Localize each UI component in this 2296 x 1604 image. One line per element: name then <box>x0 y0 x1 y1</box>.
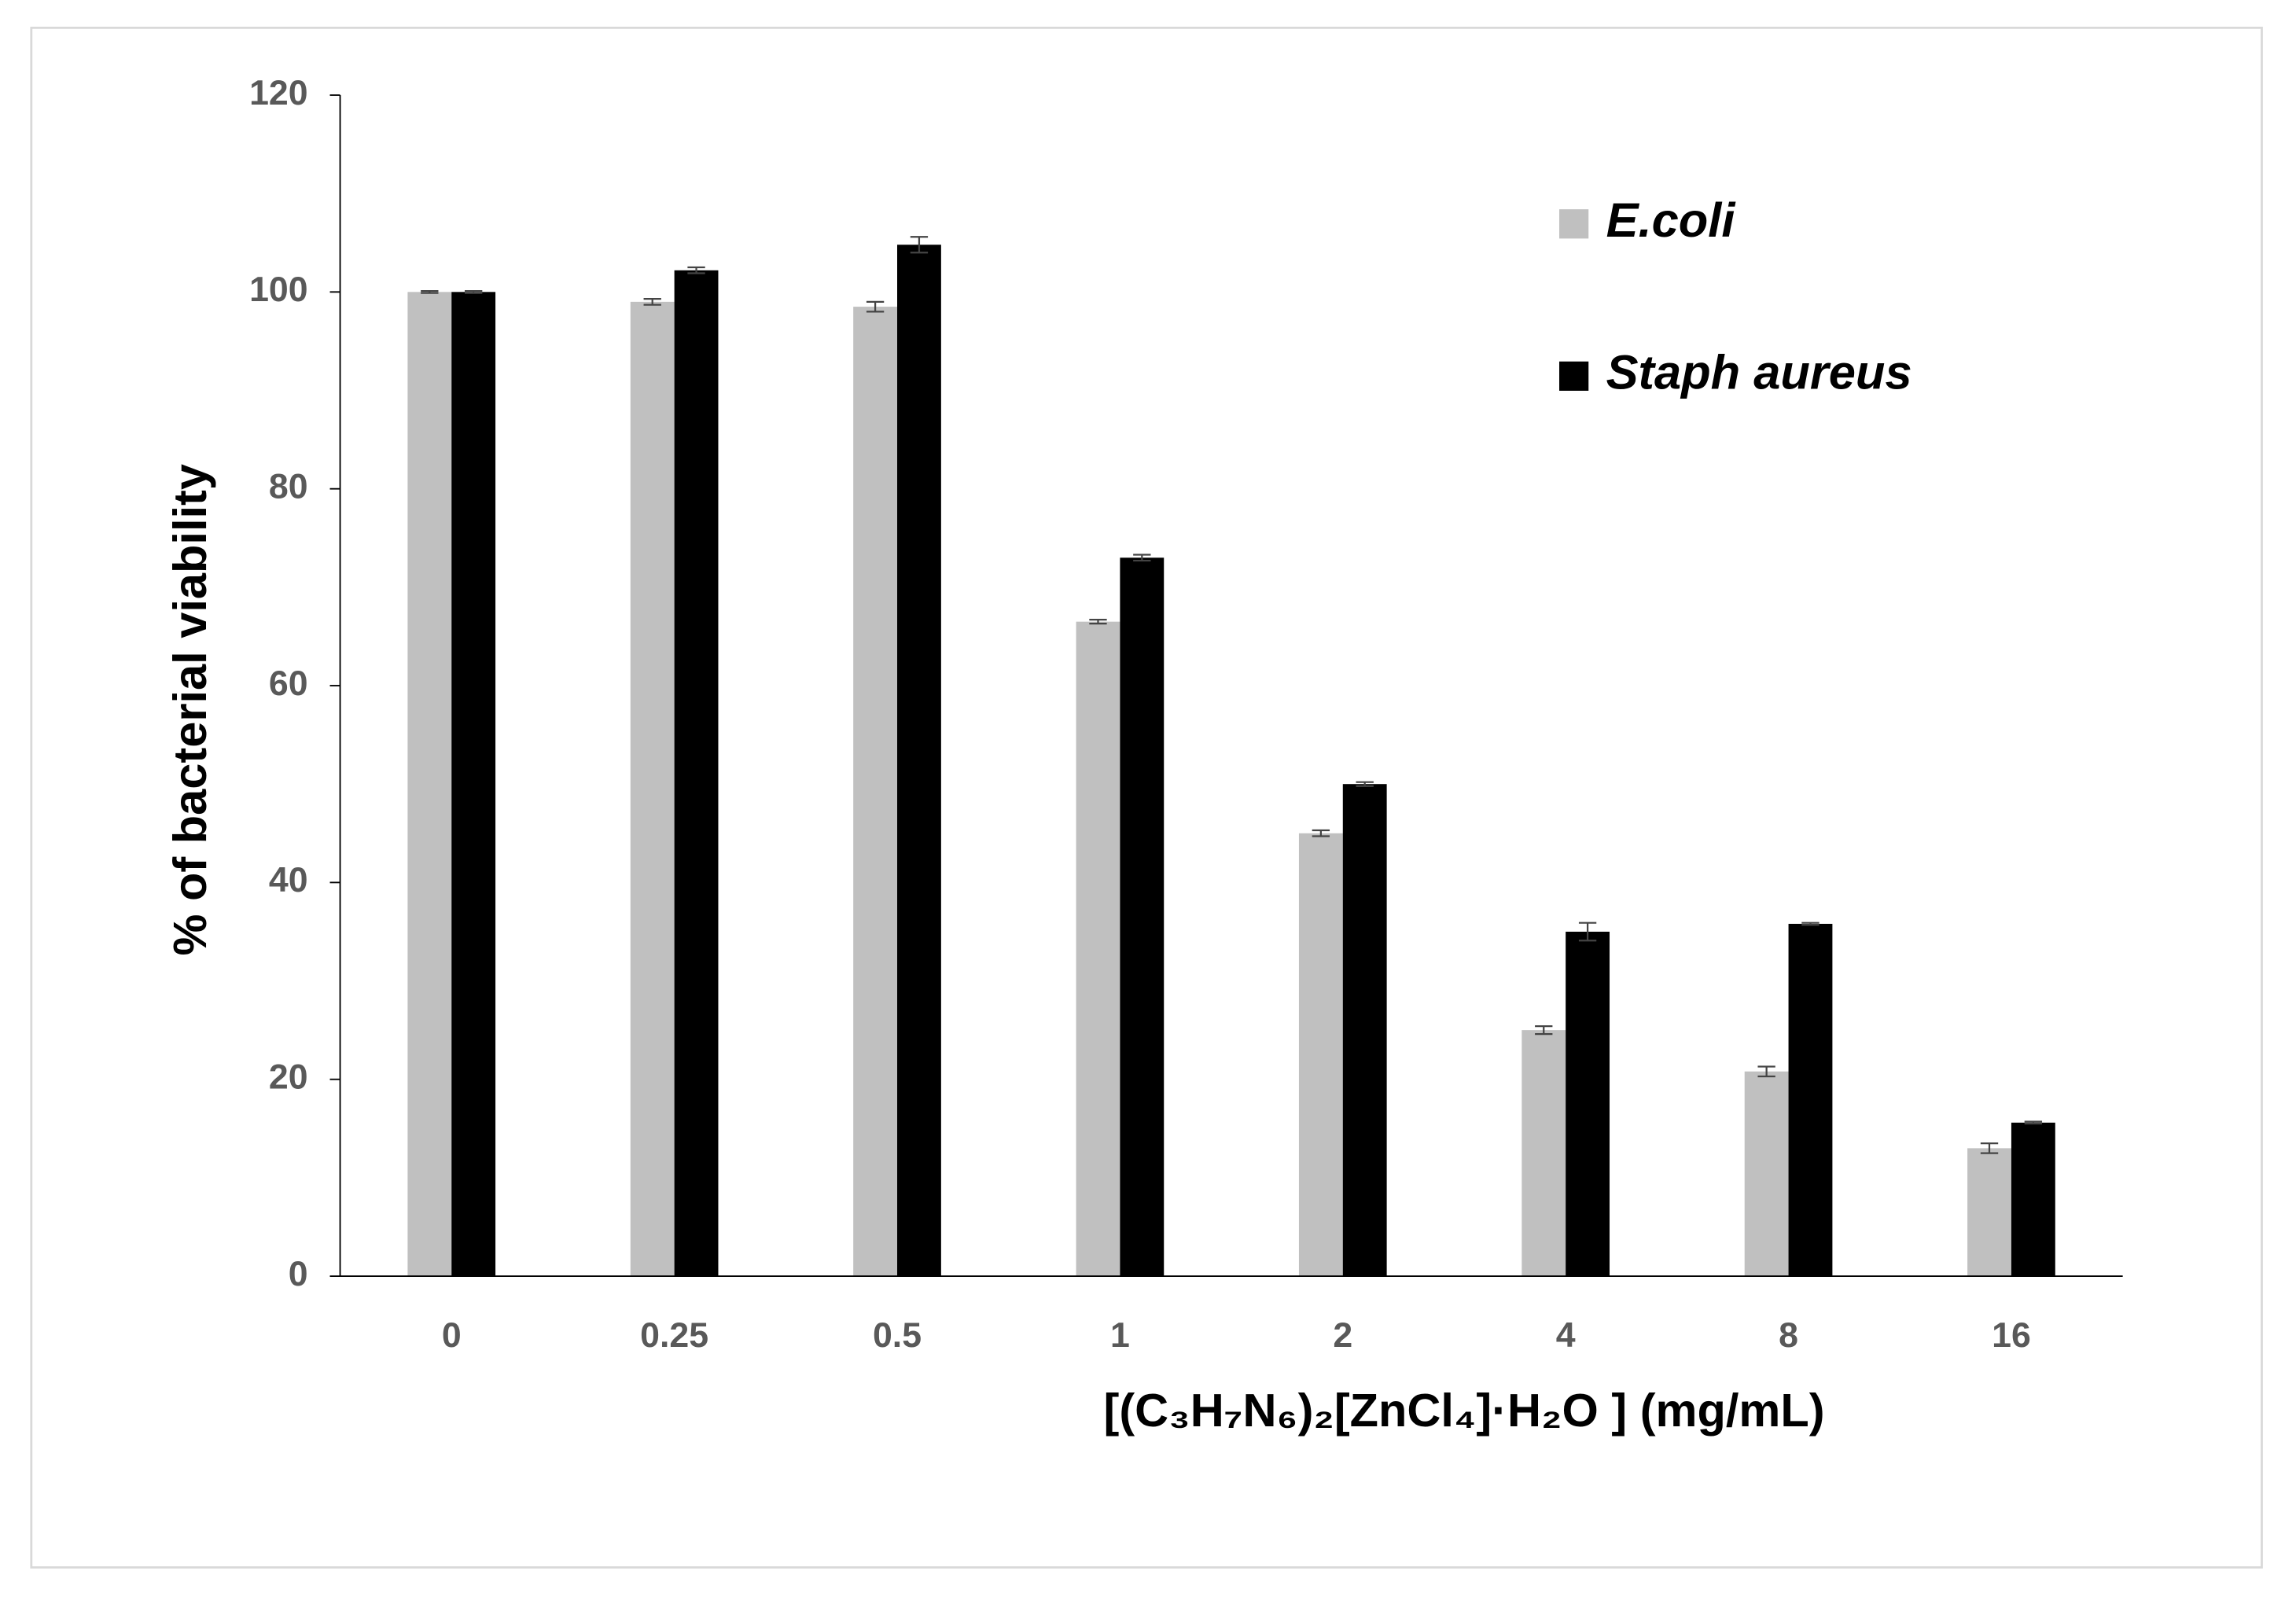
x-tick-label: 4 <box>1556 1316 1576 1355</box>
bar <box>2011 1122 2055 1277</box>
bar <box>1076 621 1120 1277</box>
error-bar <box>1089 619 1107 625</box>
error-bar <box>1356 781 1374 787</box>
bar <box>1967 1148 2011 1277</box>
bar <box>407 292 452 1277</box>
x-tick-label: 2 <box>1333 1316 1352 1355</box>
bar <box>897 245 941 1277</box>
bar <box>1298 833 1343 1277</box>
bar <box>451 292 496 1277</box>
y-tick-label: 100 <box>249 270 308 309</box>
bar <box>1566 931 1610 1277</box>
bar <box>1342 784 1387 1277</box>
x-tick-label: 8 <box>1779 1316 1798 1355</box>
y-tick-label: 40 <box>269 861 308 899</box>
legend-label: Staph aureus <box>1606 346 1912 400</box>
bar <box>1120 557 1165 1277</box>
y-tick-label: 120 <box>249 74 308 112</box>
error-bar <box>421 289 439 294</box>
error-bar <box>910 236 929 254</box>
bar <box>1788 923 1833 1277</box>
bar <box>674 270 719 1277</box>
error-bar <box>464 289 483 294</box>
x-axis-label: [(C₃H₇N₆)₂[ZnCl₄]·H₂O ] (mg/mL) <box>1104 1384 1825 1437</box>
error-bar <box>643 297 661 306</box>
error-bar <box>1980 1142 1999 1154</box>
y-tick-label: 80 <box>269 467 308 506</box>
error-bar <box>1535 1025 1553 1036</box>
x-tick-label: 0.25 <box>640 1316 708 1355</box>
error-bar <box>2024 1120 2043 1125</box>
y-tick-label: 60 <box>269 664 308 703</box>
x-tick-label: 0.5 <box>873 1316 922 1355</box>
y-tick-label: 20 <box>269 1058 308 1097</box>
x-tick-label: 16 <box>1992 1316 2031 1355</box>
legend-swatch <box>1559 361 1589 391</box>
bar <box>853 307 898 1277</box>
bar <box>1744 1071 1789 1277</box>
error-bar <box>1312 829 1330 837</box>
error-bar <box>866 300 885 313</box>
error-bar <box>1801 922 1820 926</box>
bar <box>1521 1030 1566 1277</box>
legend-label: E.coli <box>1606 193 1737 248</box>
x-tick-label: 0 <box>442 1316 462 1355</box>
y-tick-label: 0 <box>289 1255 308 1293</box>
y-axis-label: % of bacterial viability <box>164 464 216 955</box>
error-bar <box>1133 554 1151 562</box>
bar <box>630 301 675 1277</box>
error-bar <box>1757 1065 1775 1078</box>
x-tick-label: 1 <box>1110 1316 1130 1355</box>
error-bar <box>1578 922 1597 942</box>
legend-swatch <box>1559 209 1589 239</box>
error-bar <box>687 266 705 274</box>
